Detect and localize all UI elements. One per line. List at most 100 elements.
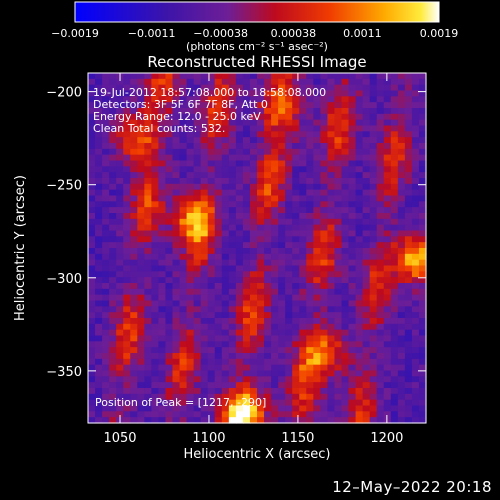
heatmap-cell bbox=[285, 172, 293, 179]
heatmap-cell bbox=[418, 323, 427, 331]
heatmap-cell bbox=[320, 213, 329, 220]
heatmap-cell bbox=[123, 137, 131, 144]
heatmap-cell bbox=[88, 90, 96, 97]
heatmap-cell bbox=[88, 417, 96, 424]
heatmap-cell bbox=[179, 411, 188, 418]
heatmap-cell bbox=[130, 108, 138, 115]
heatmap-cell bbox=[242, 405, 251, 412]
heatmap-cell bbox=[285, 306, 293, 313]
heatmap-cell bbox=[235, 137, 244, 144]
heatmap-cell bbox=[348, 102, 357, 109]
heatmap-cell bbox=[228, 370, 237, 377]
heatmap-cell bbox=[165, 213, 174, 220]
heatmap-cell bbox=[355, 411, 364, 418]
heatmap-cell bbox=[214, 207, 223, 214]
heatmap-cell bbox=[369, 84, 378, 92]
heatmap-cell bbox=[116, 154, 124, 162]
heatmap-cell bbox=[130, 277, 138, 284]
heatmap-cell bbox=[137, 73, 145, 80]
heatmap-cell bbox=[299, 224, 307, 232]
heatmap-cell bbox=[207, 382, 216, 389]
heatmap-cell bbox=[299, 230, 307, 237]
heatmap-cell bbox=[348, 207, 357, 214]
heatmap-cell bbox=[249, 148, 258, 156]
heatmap-cell bbox=[376, 382, 385, 389]
heatmap-cell bbox=[411, 218, 420, 226]
heatmap-cell bbox=[369, 148, 378, 156]
heatmap-cell bbox=[228, 90, 237, 97]
heatmap-cell bbox=[249, 388, 258, 395]
heatmap-cell bbox=[151, 183, 160, 191]
heatmap-cell bbox=[348, 113, 357, 121]
heatmap-cell bbox=[88, 189, 96, 197]
heatmap-cell bbox=[348, 399, 357, 407]
heatmap-cell bbox=[221, 364, 230, 372]
heatmap-cell bbox=[249, 283, 258, 290]
heatmap-cell bbox=[292, 213, 300, 220]
heatmap-cell bbox=[214, 108, 223, 115]
heatmap-cell bbox=[341, 353, 350, 360]
heatmap-cell bbox=[123, 411, 131, 418]
heatmap-cell bbox=[320, 108, 329, 115]
heatmap-cell bbox=[228, 393, 237, 401]
heatmap-cell bbox=[95, 329, 103, 337]
heatmap-cell bbox=[172, 405, 181, 412]
heatmap-cell bbox=[334, 382, 343, 389]
heatmap-cell bbox=[362, 224, 371, 232]
heatmap-cell bbox=[404, 137, 413, 144]
heatmap-cell bbox=[137, 213, 145, 220]
heatmap-cell bbox=[355, 405, 364, 412]
heatmap-cell bbox=[116, 143, 124, 150]
heatmap-cell bbox=[200, 96, 209, 103]
heatmap-cell bbox=[411, 195, 420, 202]
heatmap-cell bbox=[348, 294, 357, 302]
heatmap-cell bbox=[242, 148, 251, 156]
heatmap-cell bbox=[383, 102, 392, 109]
heatmap-cell bbox=[362, 166, 371, 173]
heatmap-cell bbox=[397, 78, 406, 86]
heatmap-cell bbox=[172, 137, 181, 144]
heatmap-cell bbox=[179, 195, 188, 202]
heatmap-cell bbox=[383, 376, 392, 383]
heatmap-cell bbox=[228, 265, 237, 272]
heatmap-cell bbox=[207, 224, 216, 232]
heatmap-cell bbox=[411, 288, 420, 296]
heatmap-cell bbox=[130, 207, 138, 214]
heatmap-cell bbox=[228, 329, 237, 337]
heatmap-cell bbox=[369, 131, 378, 138]
heatmap-cell bbox=[306, 224, 314, 232]
heatmap-cell bbox=[242, 131, 251, 138]
plot-frame bbox=[87, 72, 427, 424]
heatmap-cell bbox=[207, 271, 216, 278]
heatmap-cell bbox=[285, 148, 293, 156]
heatmap-cell bbox=[130, 96, 138, 103]
heatmap-cell bbox=[411, 277, 420, 284]
heatmap-cell bbox=[271, 248, 279, 255]
heatmap-cell bbox=[299, 329, 307, 337]
heatmap-cell bbox=[411, 318, 420, 325]
heatmap-cell bbox=[144, 160, 152, 167]
heatmap-cell bbox=[257, 148, 265, 156]
heatmap-cell bbox=[411, 411, 420, 418]
heatmap-cell bbox=[369, 78, 378, 86]
heatmap-cell bbox=[109, 78, 117, 86]
heatmap-cell bbox=[376, 119, 385, 127]
heatmap-cell bbox=[418, 364, 427, 372]
y-tick-label: −300 bbox=[46, 272, 82, 287]
heatmap-cell bbox=[418, 154, 427, 162]
heatmap-cell bbox=[144, 353, 152, 360]
heatmap-cell bbox=[341, 195, 350, 202]
heatmap-cell bbox=[123, 294, 131, 302]
heatmap-cell bbox=[299, 160, 307, 167]
heatmap-cell bbox=[285, 125, 293, 132]
heatmap-cell bbox=[102, 148, 110, 156]
heatmap-cell bbox=[116, 201, 124, 208]
heatmap-cell bbox=[228, 399, 237, 407]
heatmap-cell bbox=[397, 73, 406, 80]
heatmap-cell bbox=[95, 201, 103, 208]
heatmap-cell bbox=[116, 218, 124, 226]
heatmap-cell bbox=[313, 376, 321, 383]
heatmap-cell bbox=[404, 178, 413, 185]
heatmap-cell bbox=[165, 283, 174, 290]
heatmap-cell bbox=[313, 78, 321, 86]
